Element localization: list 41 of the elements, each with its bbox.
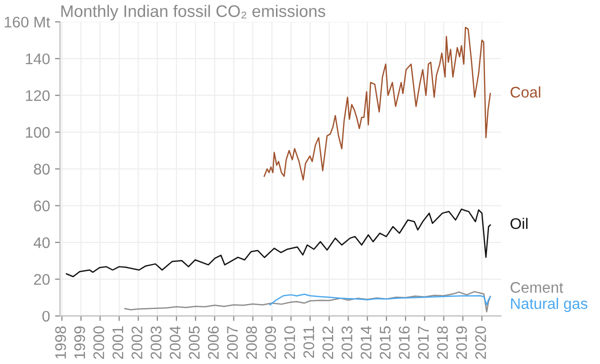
y-tick-label: 140 — [26, 53, 50, 64]
x-tick-label: 2012 — [322, 326, 334, 359]
y-tick-label: 160 Mt — [4, 16, 50, 28]
x-tick-label: 2004 — [170, 326, 181, 359]
x-tick-label: 2002 — [132, 326, 142, 359]
y-tick-label: 0 — [42, 310, 50, 322]
x-tick-label: 2006 — [208, 326, 219, 359]
series-label: Coal — [510, 86, 540, 98]
y-tick-label: 20 — [34, 274, 50, 285]
x-tick-label: 2015 — [380, 326, 391, 359]
x-tick-label: 2001 — [112, 326, 124, 359]
x-tick-label: 2003 — [150, 326, 162, 359]
x-tick-label: 2020 — [475, 326, 486, 359]
x-tick-label: 2017 — [418, 326, 429, 359]
line-series — [66, 208, 491, 278]
y-tick-label: 40 — [34, 237, 50, 248]
line-series — [264, 26, 491, 181]
x-tick-label: 2011 — [303, 326, 314, 358]
x-tick-label: 2018 — [437, 326, 448, 359]
x-tick-label: 2007 — [227, 326, 238, 359]
line-series — [269, 294, 491, 306]
x-tick-label: 2014 — [360, 326, 372, 359]
y-tick-label: 120 — [26, 90, 50, 102]
y-tick-label: 100 — [26, 127, 50, 138]
x-tick-label: 2013 — [342, 326, 352, 359]
x-tick-label: 2000 — [93, 326, 104, 359]
x-tick-label: 2005 — [188, 326, 200, 359]
line-series — [124, 291, 491, 312]
series-label: Oil — [510, 218, 528, 230]
series-label: Cement — [510, 282, 564, 293]
x-tick-label: 1999 — [74, 326, 86, 358]
x-tick-label: 2016 — [398, 326, 410, 359]
series-label: Natural gas — [511, 298, 588, 312]
chart-title: Monthly Indian fossil CO₂ emissions — [61, 4, 326, 20]
x-tick-label: 1998 — [55, 326, 66, 358]
x-tick-label: 2008 — [246, 326, 257, 359]
y-tick-label: 60 — [34, 200, 50, 212]
y-tick-label: 80 — [34, 164, 50, 175]
x-tick-label: 2010 — [284, 326, 296, 359]
x-tick-label: 2009 — [265, 326, 276, 359]
x-tick-label: 2019 — [456, 326, 467, 359]
